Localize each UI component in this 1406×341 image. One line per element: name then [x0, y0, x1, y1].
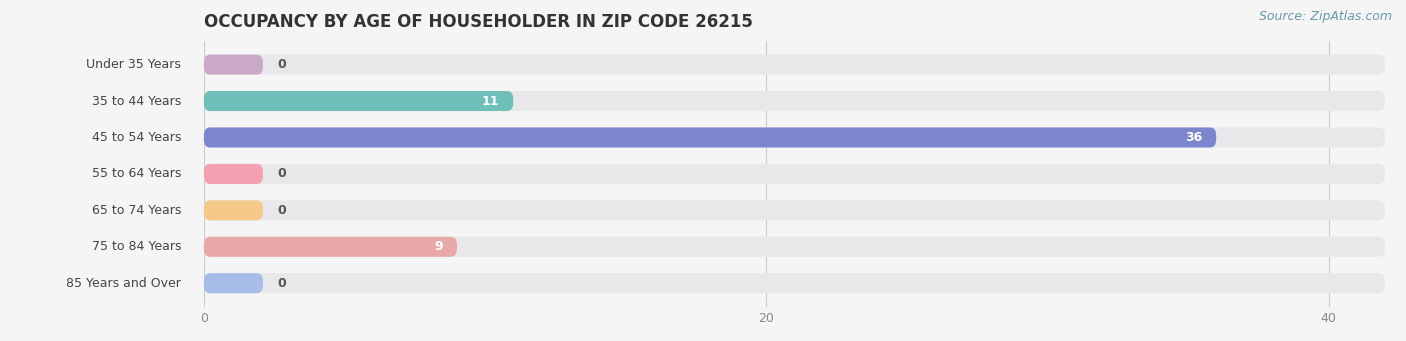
- FancyBboxPatch shape: [204, 237, 1385, 257]
- FancyBboxPatch shape: [204, 237, 457, 257]
- FancyBboxPatch shape: [204, 91, 1385, 111]
- Text: 11: 11: [482, 94, 499, 107]
- Text: 75 to 84 Years: 75 to 84 Years: [91, 240, 181, 253]
- Text: 85 Years and Over: 85 Years and Over: [66, 277, 181, 290]
- Text: Source: ZipAtlas.com: Source: ZipAtlas.com: [1258, 10, 1392, 23]
- FancyBboxPatch shape: [204, 128, 1216, 148]
- Text: 9: 9: [434, 240, 443, 253]
- Text: OCCUPANCY BY AGE OF HOUSEHOLDER IN ZIP CODE 26215: OCCUPANCY BY AGE OF HOUSEHOLDER IN ZIP C…: [204, 13, 752, 31]
- FancyBboxPatch shape: [204, 273, 1385, 293]
- FancyBboxPatch shape: [204, 55, 1385, 75]
- Text: 65 to 74 Years: 65 to 74 Years: [91, 204, 181, 217]
- Text: 45 to 54 Years: 45 to 54 Years: [91, 131, 181, 144]
- Text: 55 to 64 Years: 55 to 64 Years: [91, 167, 181, 180]
- Text: 35 to 44 Years: 35 to 44 Years: [93, 94, 181, 107]
- FancyBboxPatch shape: [204, 164, 1385, 184]
- FancyBboxPatch shape: [204, 200, 1385, 220]
- Text: 0: 0: [277, 58, 285, 71]
- Text: 0: 0: [277, 204, 285, 217]
- FancyBboxPatch shape: [204, 128, 1385, 148]
- FancyBboxPatch shape: [204, 164, 263, 184]
- Text: Under 35 Years: Under 35 Years: [87, 58, 181, 71]
- Text: 36: 36: [1185, 131, 1202, 144]
- Text: 0: 0: [277, 167, 285, 180]
- FancyBboxPatch shape: [204, 273, 263, 293]
- FancyBboxPatch shape: [204, 91, 513, 111]
- FancyBboxPatch shape: [204, 55, 263, 75]
- FancyBboxPatch shape: [204, 200, 263, 220]
- Text: 0: 0: [277, 277, 285, 290]
